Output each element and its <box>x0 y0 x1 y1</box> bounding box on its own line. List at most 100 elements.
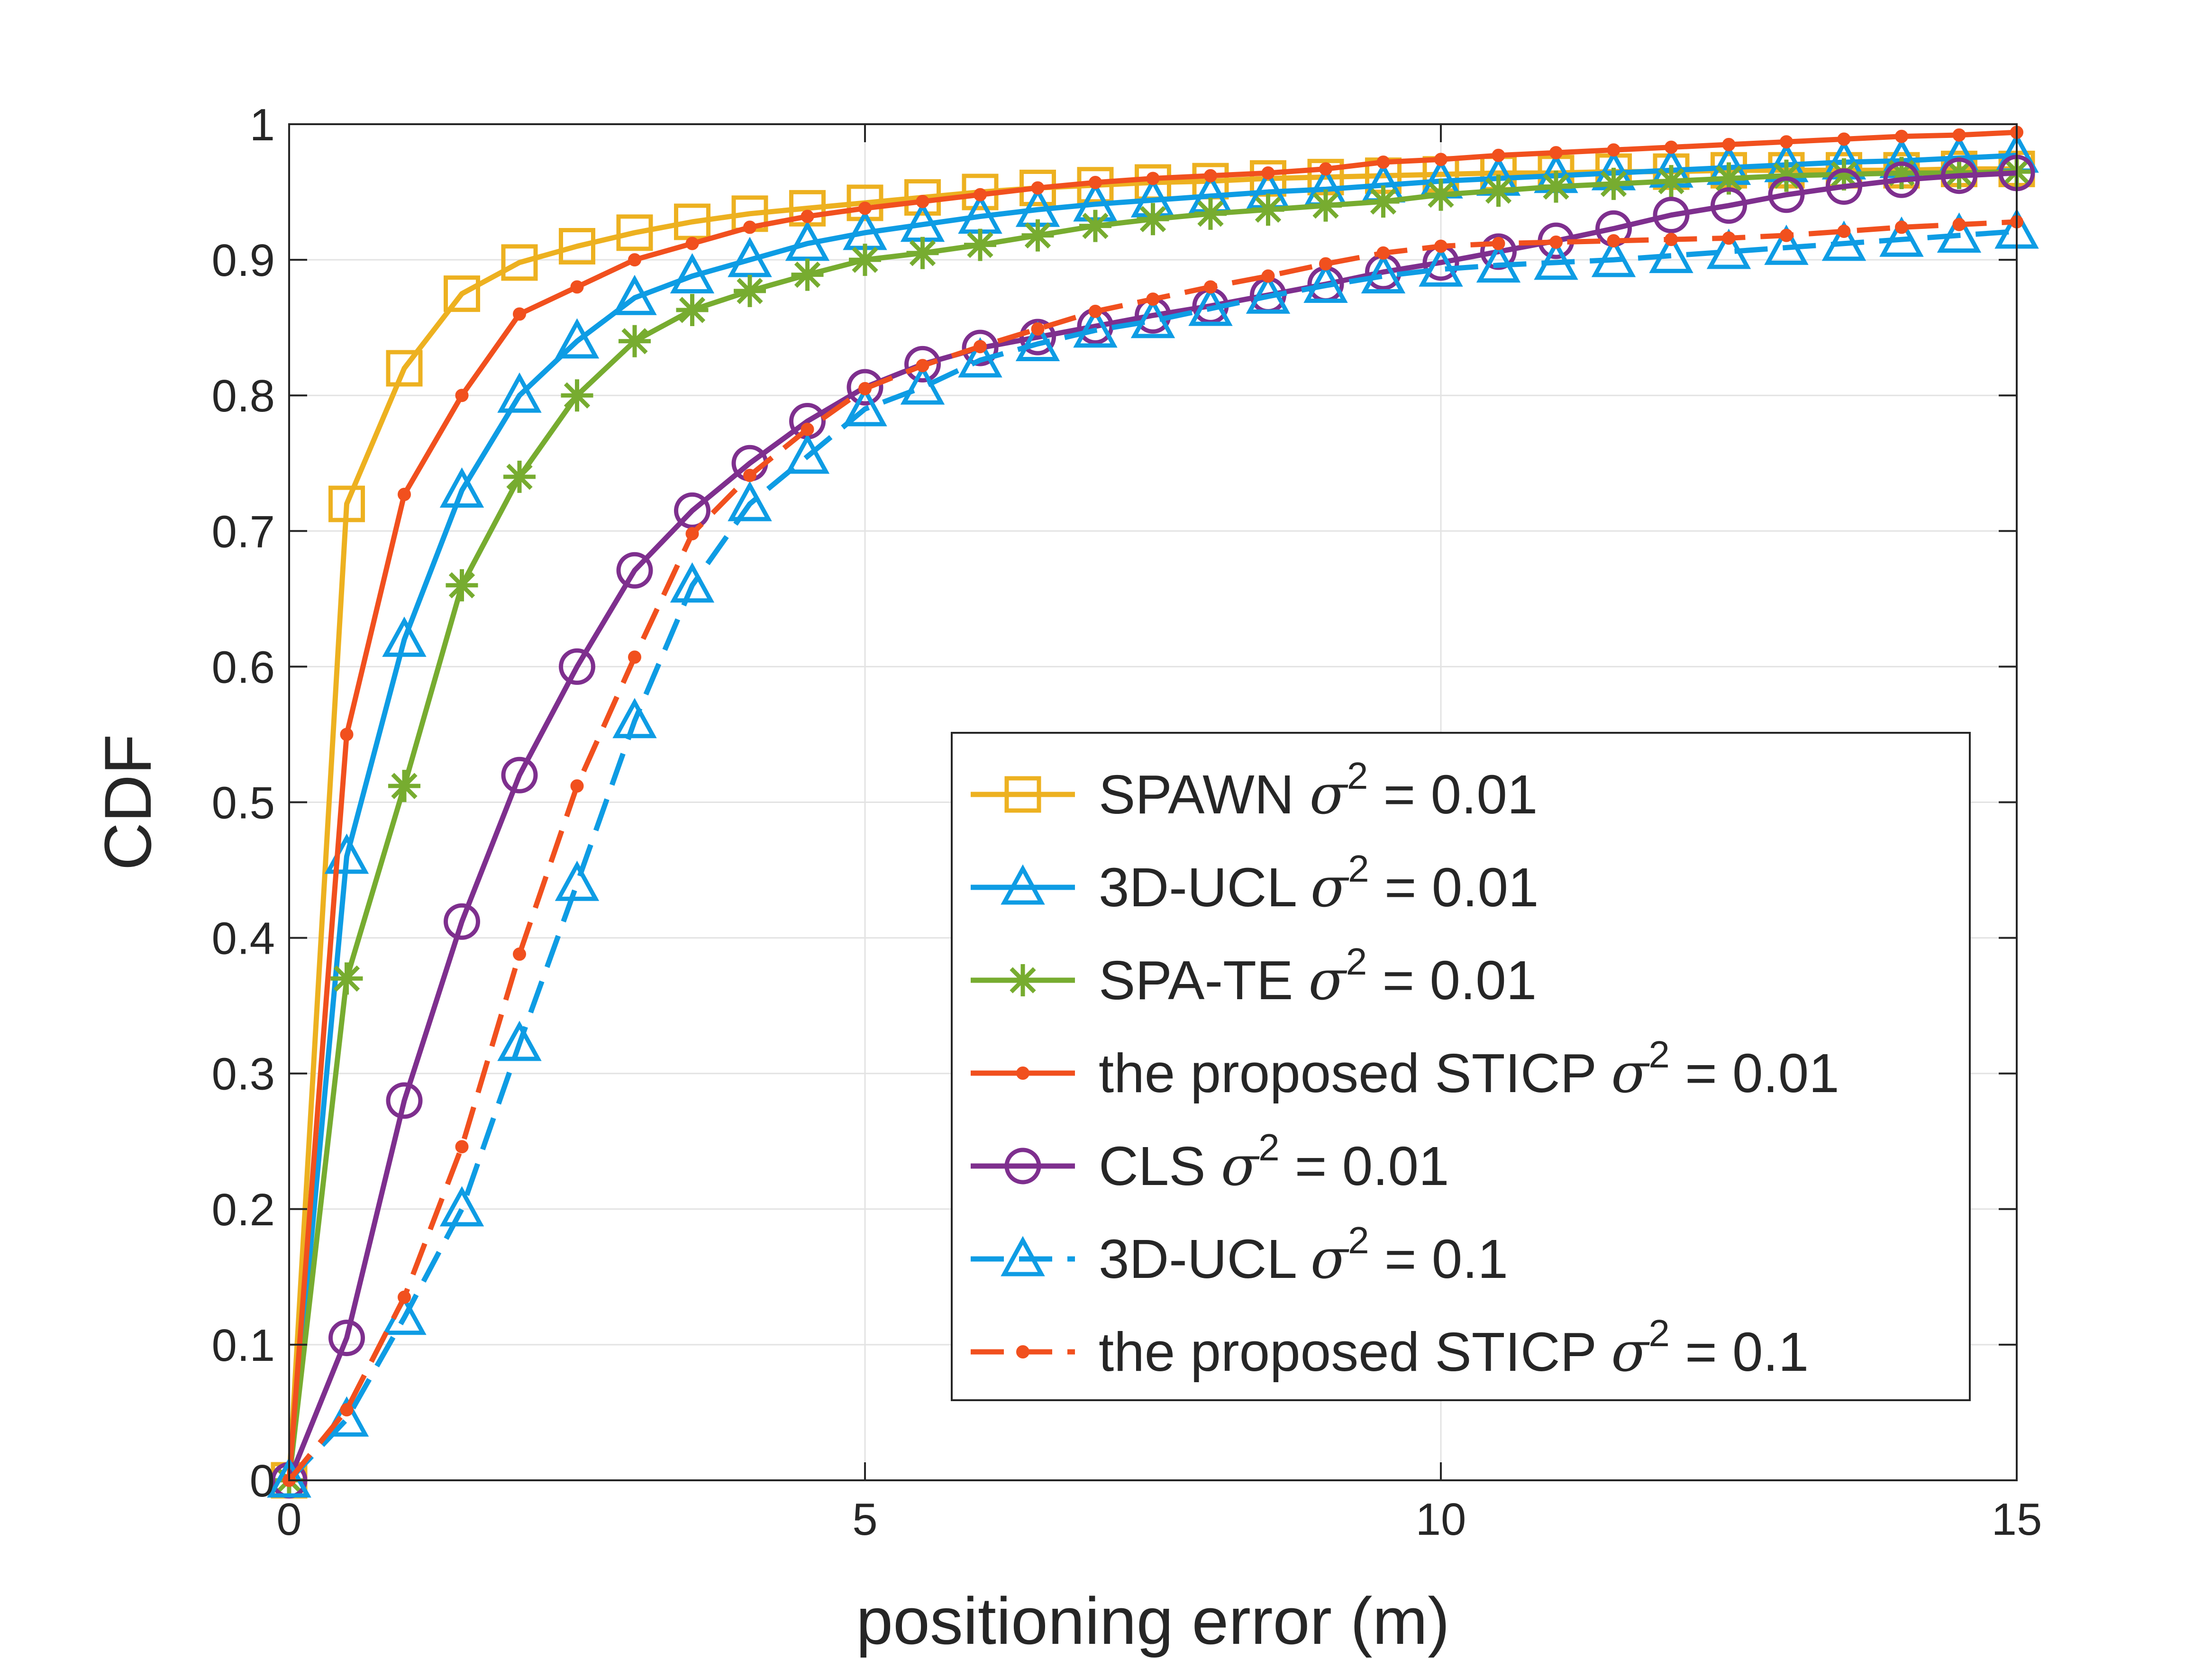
data-point <box>1607 234 1620 248</box>
y-tick-label: 0.1 <box>212 1320 275 1371</box>
data-point <box>1770 159 1802 192</box>
legend-entry: SPAWN σ2 = 0.01 <box>971 755 1538 827</box>
y-tick-label: 0.7 <box>212 506 275 557</box>
data-point <box>1031 322 1045 336</box>
data-point <box>612 274 657 315</box>
data-point <box>1826 168 1862 205</box>
data-point <box>916 359 929 373</box>
data-point <box>843 386 887 427</box>
data-point <box>1021 219 1054 252</box>
data-point <box>444 275 480 312</box>
data-point <box>1476 242 1521 283</box>
data-point <box>974 188 987 201</box>
data-point <box>1194 197 1227 230</box>
data-point <box>619 325 651 357</box>
data-point <box>388 770 420 802</box>
legend-label: SPA-TE σ2 = 0.01 <box>1099 940 1537 1012</box>
data-point <box>1419 246 1463 287</box>
data-point <box>1952 218 1966 231</box>
data-point <box>1361 253 1406 293</box>
data-point <box>900 364 945 405</box>
data-point <box>1137 203 1169 236</box>
x-tick-label: 5 <box>852 1494 877 1545</box>
data-point <box>382 616 427 657</box>
data-point <box>1885 156 1918 189</box>
data-point <box>964 228 996 261</box>
legend-entry: SPA-TE σ2 = 0.01 <box>971 940 1537 1012</box>
data-point <box>1031 181 1045 195</box>
data-point <box>801 422 814 436</box>
data-point <box>1204 169 1217 182</box>
data-point <box>330 962 363 995</box>
data-point <box>328 1320 365 1357</box>
y-tick-label: 0.4 <box>212 913 275 964</box>
data-point <box>1665 233 1678 246</box>
y-tick-label: 0.5 <box>212 778 275 829</box>
data-point <box>570 779 584 793</box>
data-point <box>916 195 929 209</box>
data-point <box>1261 269 1275 283</box>
data-point <box>858 382 872 395</box>
data-point <box>1768 176 1805 213</box>
data-point <box>1079 210 1111 242</box>
y-tick-label: 0.6 <box>212 642 275 693</box>
data-point <box>1089 304 1102 318</box>
data-point <box>1879 216 1924 257</box>
data-point <box>1376 246 1390 260</box>
legend-marker <box>1001 1236 1045 1276</box>
data-point <box>398 488 411 501</box>
legend-label: CLS σ2 = 0.01 <box>1099 1126 1449 1198</box>
data-point <box>570 280 584 294</box>
x-axis-title: positioning error (m) <box>856 1584 1450 1658</box>
data-point <box>1089 176 1102 190</box>
data-point <box>513 307 526 321</box>
data-point <box>1837 132 1851 146</box>
data-point <box>1722 231 1736 245</box>
data-point <box>439 1186 484 1227</box>
data-point <box>685 527 699 541</box>
data-point <box>1780 228 1793 242</box>
legend-marker <box>1001 864 1045 905</box>
data-point <box>628 253 641 267</box>
legend-label: the proposed STICP σ2 = 0.01 <box>1099 1033 1839 1105</box>
y-tick-label: 1 <box>250 100 275 150</box>
data-point <box>906 237 939 269</box>
data-point <box>670 253 715 293</box>
data-point <box>561 379 593 412</box>
data-point <box>340 728 354 741</box>
legend-marker <box>1004 1148 1041 1185</box>
y-tick-label: 0.9 <box>212 235 275 286</box>
data-point <box>1204 280 1217 294</box>
data-point <box>616 214 653 251</box>
x-tick-label: 15 <box>1992 1494 2042 1545</box>
data-point <box>1425 178 1457 211</box>
data-point <box>559 648 595 685</box>
data-point <box>1712 162 1745 195</box>
data-point <box>1764 224 1809 265</box>
data-point <box>1665 140 1678 154</box>
data-point <box>1367 185 1400 218</box>
data-point <box>670 562 715 603</box>
legend-box <box>951 732 1971 1401</box>
data-point <box>1073 307 1118 348</box>
data-point <box>439 467 484 508</box>
data-point <box>1837 225 1851 238</box>
data-point <box>676 293 709 326</box>
legend-entry: the proposed STICP σ2 = 0.1 <box>971 1312 1809 1384</box>
data-point <box>1655 165 1687 198</box>
data-point <box>1711 187 1747 224</box>
data-point <box>616 552 653 589</box>
legend-marker <box>1016 1066 1029 1080</box>
data-point <box>1597 167 1630 200</box>
data-point <box>743 468 756 482</box>
y-tick-label: 0.2 <box>212 1185 275 1235</box>
data-point <box>847 184 883 221</box>
y-axis-title: CDF <box>91 734 165 871</box>
data-point <box>1952 128 1966 142</box>
data-point <box>1883 161 1920 198</box>
data-point <box>497 372 542 413</box>
axes: 0 5 10 15 0 0.1 0.2 0.3 0.4 0.5 0.6 0.7 0.8 0.9 1 posit… <box>91 100 2042 1658</box>
data-point <box>386 1082 423 1119</box>
data-point <box>791 258 824 291</box>
